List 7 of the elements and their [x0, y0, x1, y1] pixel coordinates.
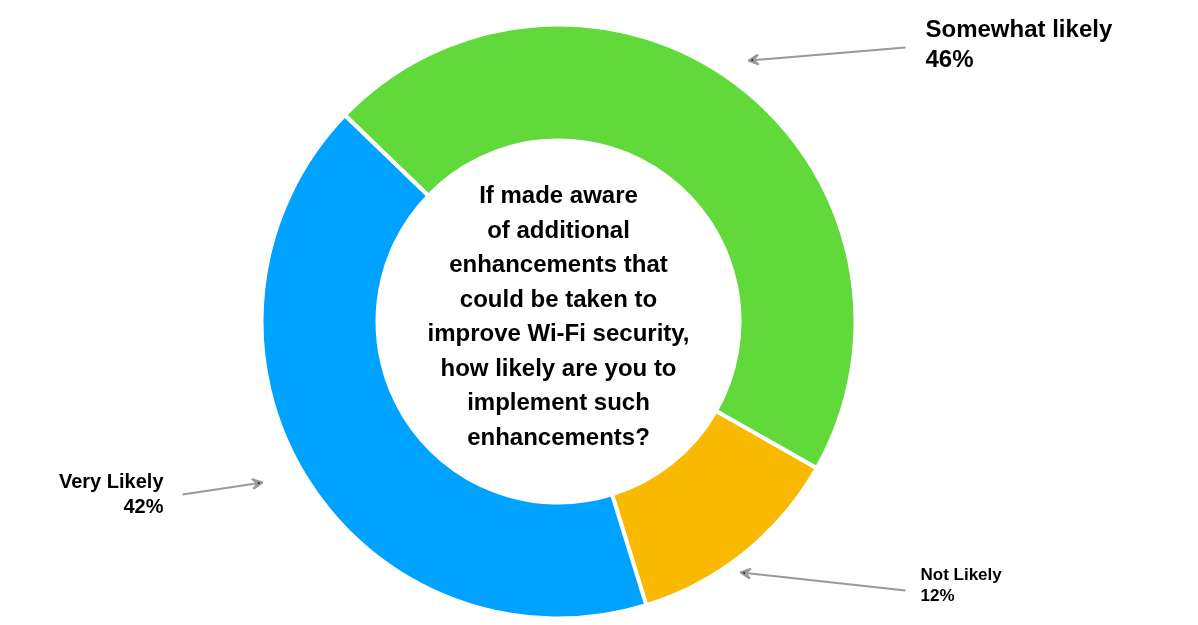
data-label: 12%	[920, 586, 955, 606]
data-label: 42%	[123, 494, 164, 517]
text: If made aware of additional enhancements that could be taken to improve Wi-Fi security, how likely are you to implement such enhancements?	[427, 181, 690, 450]
data-label: 46%	[925, 45, 974, 72]
slice-label: Not Likely	[920, 565, 1003, 584]
slice-label: Somewhat likely	[925, 15, 1113, 42]
slice-label: Very Likely	[58, 469, 165, 492]
